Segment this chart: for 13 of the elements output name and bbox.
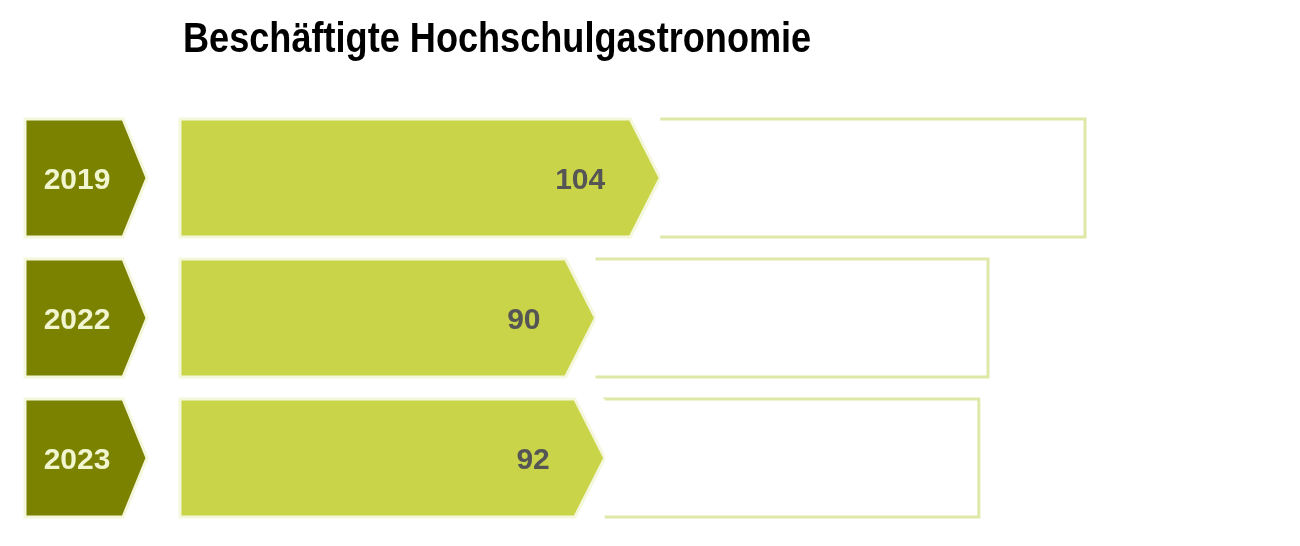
y-tick-label: 2023 xyxy=(43,441,111,475)
bar xyxy=(603,397,981,519)
bar xyxy=(178,117,662,239)
chart-title: Beschäftigte Hochschulgastronomie xyxy=(183,14,812,62)
bar xyxy=(178,257,598,379)
y-tick-label: 2019 xyxy=(43,161,111,195)
data-label: 104 xyxy=(555,161,606,195)
bar xyxy=(594,257,990,379)
bar xyxy=(658,117,1087,239)
y-tick-label: 2022 xyxy=(43,301,111,335)
bar xyxy=(178,397,607,519)
data-label: 92 xyxy=(516,441,550,475)
data-label: 90 xyxy=(507,301,541,335)
